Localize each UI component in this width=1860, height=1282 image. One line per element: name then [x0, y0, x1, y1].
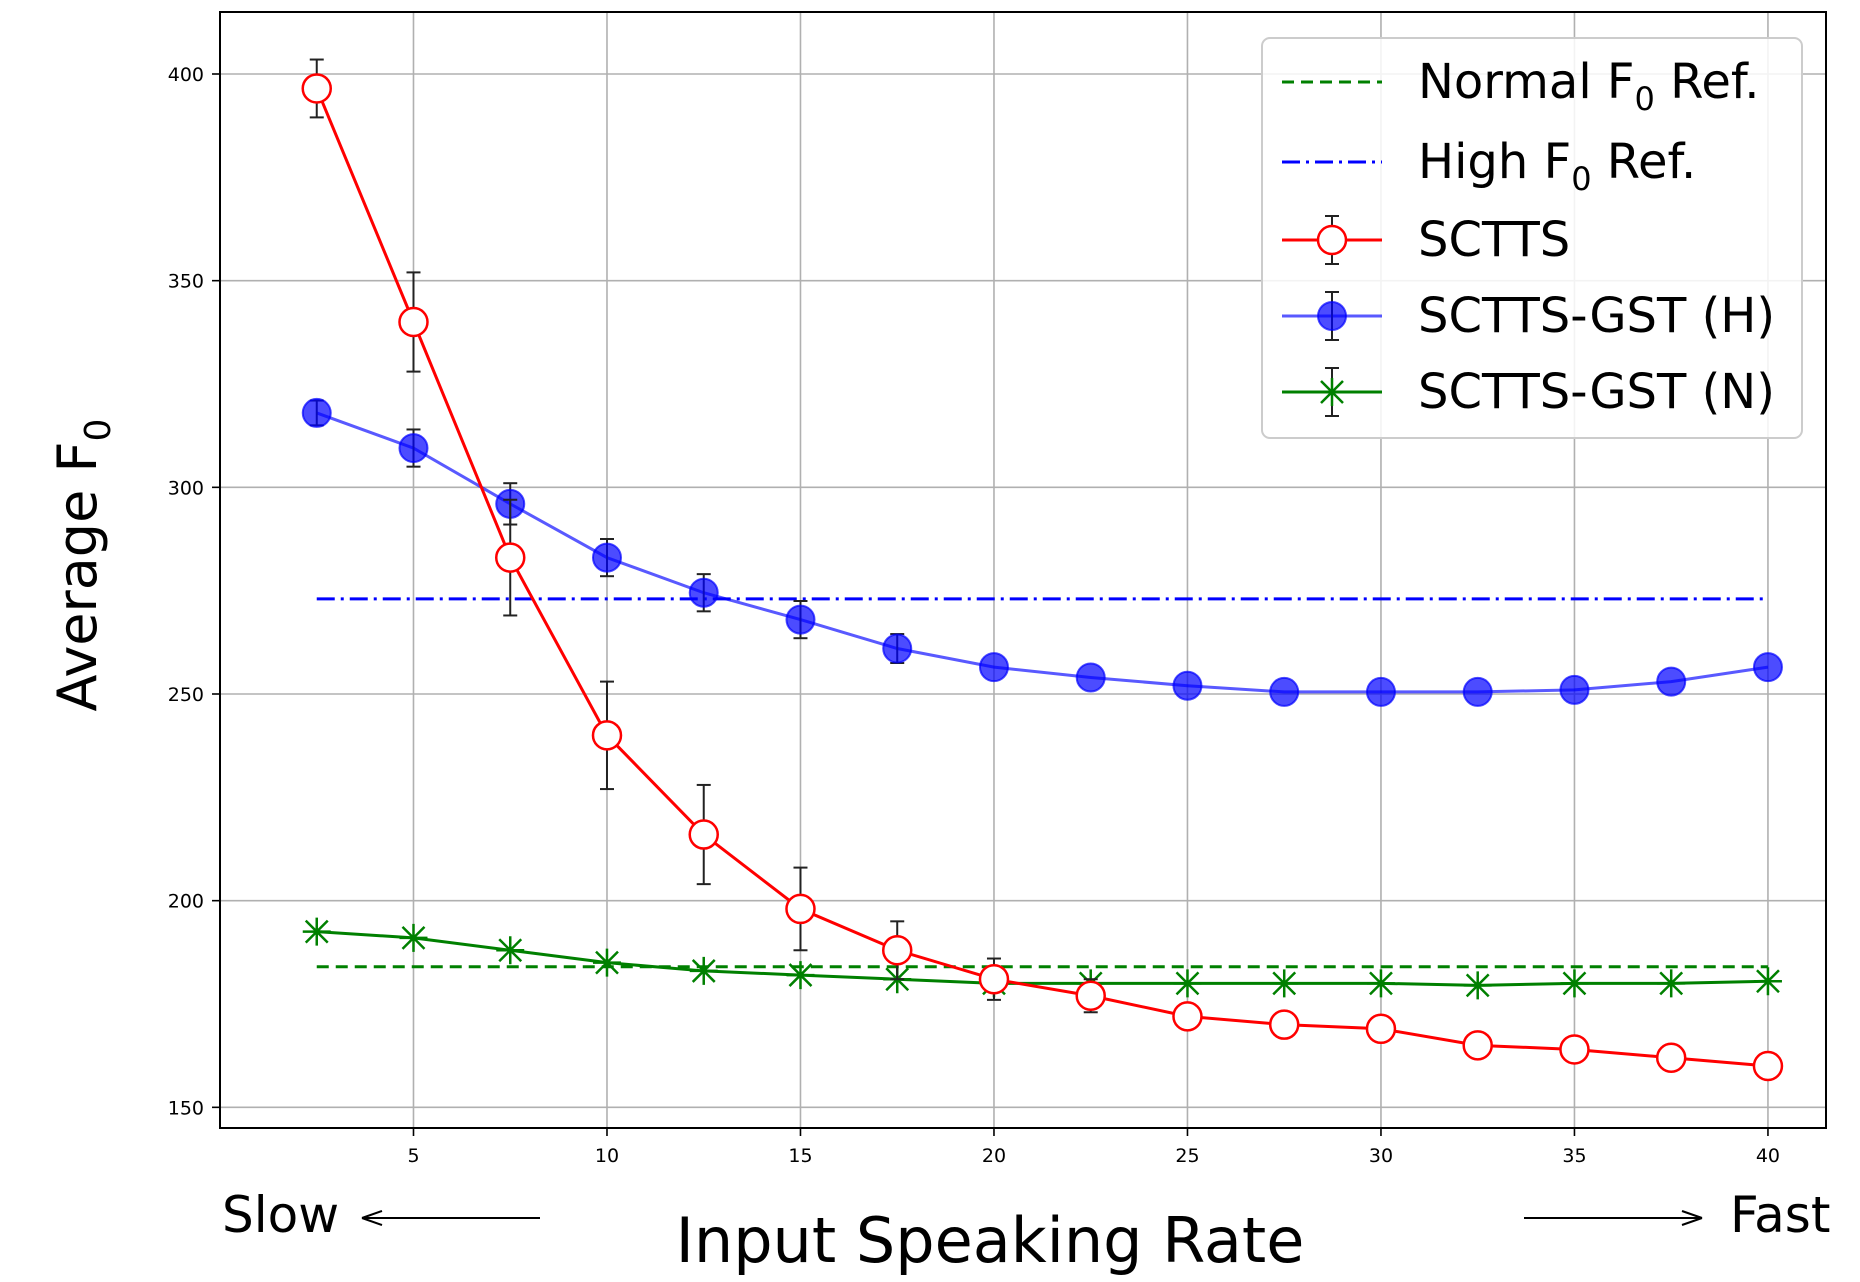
data-point	[1752, 1050, 1784, 1082]
series-sctts-gst-h	[301, 397, 1783, 707]
data-point	[1559, 674, 1590, 705]
data-point	[1655, 1042, 1687, 1073]
data-point	[591, 720, 623, 751]
series-line-sctts	[315, 87, 1769, 1068]
data-point	[1752, 652, 1783, 683]
data-point	[881, 935, 913, 966]
x-tick-label: 10	[595, 1145, 619, 1167]
data-point	[398, 306, 429, 338]
data-point	[1463, 971, 1492, 1000]
data-point	[1656, 666, 1687, 697]
legend-label-high-ref: High F0 Ref.	[1418, 134, 1696, 198]
x-tick-label: 40	[1756, 1145, 1780, 1167]
legend-box	[1261, 37, 1803, 439]
legend-label-sctts-gst-h: SCTTS-GST (H)	[1418, 288, 1775, 344]
data-point	[1075, 980, 1106, 1011]
slow-annotation: Slow	[222, 1186, 339, 1244]
x-tick-label: 5	[407, 1145, 419, 1167]
data-point	[1657, 969, 1686, 998]
y-tick-label: 400	[168, 64, 204, 86]
data-point	[301, 397, 332, 428]
plot-frame	[219, 11, 1827, 1129]
data-point	[688, 819, 719, 850]
series-layer	[301, 58, 1784, 1082]
fast-arrow-head	[1681, 1210, 1703, 1226]
reference-lines	[316, 597, 1768, 969]
y-tick-label: 300	[168, 477, 204, 499]
legend-marker-sctts-gst-n	[1282, 367, 1382, 417]
axis-ticks: 5 10 15 20 25 30 35 40 150 200 250 300 350 400	[168, 64, 1780, 1167]
data-point	[1559, 1034, 1590, 1065]
data-point	[785, 604, 816, 635]
data-point	[1172, 1001, 1203, 1032]
data-point	[301, 73, 332, 104]
data-point	[688, 577, 719, 608]
legend-label-normal-ref: Normal F0 Ref.	[1418, 54, 1760, 118]
data-point	[591, 542, 622, 573]
series-sctts	[301, 58, 1784, 1082]
fast-annotation: Fast	[1730, 1186, 1830, 1244]
data-point	[1365, 676, 1396, 707]
x-tick-label: 25	[1175, 1145, 1199, 1167]
data-point	[496, 936, 525, 965]
data-point	[1365, 1013, 1397, 1045]
data-point	[398, 433, 429, 464]
data-point	[592, 948, 621, 977]
data-point	[302, 917, 331, 946]
y-tick-label: 250	[168, 684, 204, 706]
legend-marker-sctts-gst-h	[1282, 291, 1382, 341]
data-point	[1269, 676, 1300, 707]
data-point	[786, 961, 815, 990]
slow-arrow-head	[361, 1210, 383, 1226]
data-point	[978, 652, 1009, 683]
legend-label-sctts: SCTTS	[1418, 212, 1570, 268]
data-point	[882, 633, 913, 664]
data-point	[1462, 676, 1493, 707]
x-tick-label: 15	[788, 1145, 812, 1167]
data-point	[1173, 969, 1202, 998]
data-point	[785, 893, 816, 925]
data-point	[1560, 969, 1589, 998]
data-point	[1753, 967, 1782, 996]
data-point	[1268, 1009, 1300, 1040]
x-axis-label: Input Speaking Rate	[676, 1204, 1305, 1277]
y-axis-label: Average F0	[46, 419, 119, 712]
y-tick-label: 150	[168, 1097, 204, 1119]
data-point	[1172, 670, 1203, 701]
data-point	[1270, 969, 1299, 998]
x-tick-label: 20	[982, 1145, 1006, 1167]
data-point	[689, 956, 718, 985]
legend-label-sctts-gst-n: SCTTS-GST (N)	[1418, 364, 1775, 420]
series-line-sctts-gst-n	[316, 930, 1768, 987]
data-point	[978, 963, 1010, 995]
series-line-sctts-gst-h	[316, 411, 1769, 694]
legend-marker-sctts	[1282, 215, 1382, 265]
x-tick-label: 35	[1562, 1145, 1586, 1167]
y-tick-label: 200	[168, 891, 204, 913]
data-point	[1075, 662, 1106, 693]
data-point	[494, 542, 526, 573]
data-point	[399, 923, 428, 952]
legend: Normal F0 Ref. High F0 Ref. SCTTS SCTTS-…	[1261, 37, 1803, 439]
x-tick-label: 30	[1369, 1145, 1393, 1167]
data-point	[1366, 969, 1395, 998]
data-point	[1462, 1030, 1493, 1061]
y-tick-label: 350	[168, 271, 204, 293]
